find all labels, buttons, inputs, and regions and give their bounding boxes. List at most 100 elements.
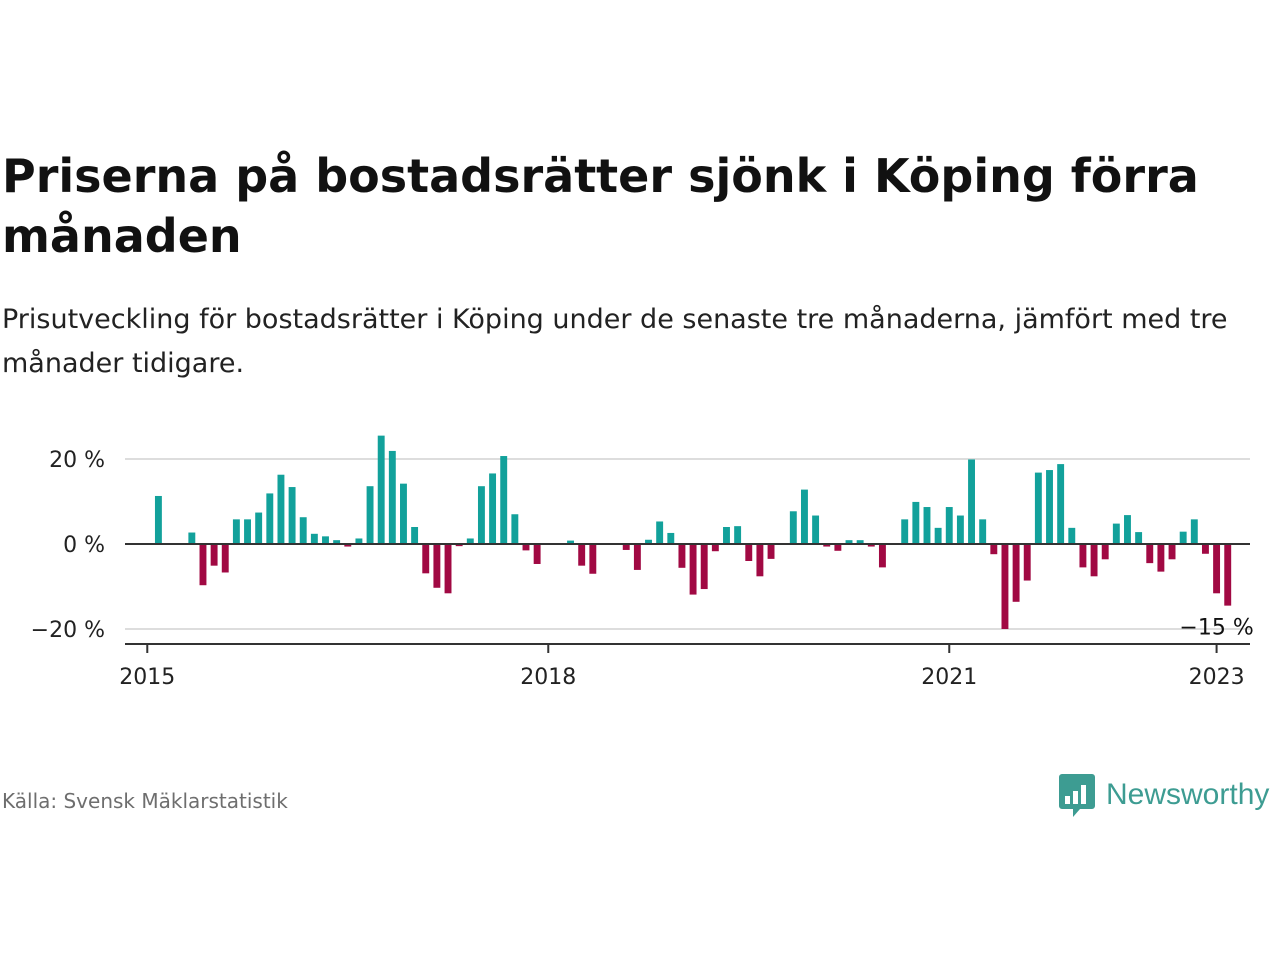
bar	[466, 538, 474, 544]
bar	[232, 519, 240, 544]
bar	[288, 487, 296, 544]
bar	[968, 459, 975, 544]
x-tick-label: 2015	[119, 665, 175, 690]
bar	[823, 544, 831, 547]
bar	[1034, 472, 1042, 544]
bar	[633, 544, 641, 570]
bar	[255, 512, 263, 544]
bar	[990, 544, 998, 555]
bar	[700, 544, 708, 590]
bar	[723, 527, 730, 544]
bar	[711, 544, 719, 552]
x-tick-label: 2021	[921, 665, 977, 690]
x-tick-label: 2018	[520, 665, 576, 690]
y-tick-label: 20 %	[49, 448, 105, 473]
bar	[789, 511, 797, 545]
bar	[567, 540, 574, 544]
bar	[244, 519, 251, 544]
bar	[834, 544, 842, 551]
x-tick-label: 2023	[1189, 665, 1245, 690]
bar	[667, 532, 675, 544]
bar	[622, 544, 630, 550]
bar	[266, 493, 274, 544]
bar	[310, 533, 318, 544]
bar	[1012, 544, 1020, 602]
bar	[878, 544, 886, 568]
bar	[400, 483, 407, 544]
bar	[645, 539, 652, 544]
bar	[333, 540, 341, 544]
bar	[1224, 544, 1232, 606]
bar	[1168, 544, 1176, 560]
bar	[199, 544, 207, 586]
bar	[322, 536, 329, 544]
bar	[344, 544, 352, 547]
bar	[433, 544, 441, 588]
bar	[477, 486, 485, 544]
bar	[923, 507, 931, 544]
bar	[455, 544, 463, 547]
bar	[956, 515, 964, 545]
brand-name: Newsworthy	[1106, 778, 1270, 811]
bar	[1146, 544, 1154, 564]
bar	[533, 544, 541, 564]
y-tick-label: 0 %	[63, 533, 105, 558]
bar	[578, 544, 586, 566]
bar	[500, 456, 508, 544]
bar	[1023, 544, 1031, 581]
bar	[1057, 464, 1065, 544]
bar	[867, 544, 875, 547]
bar	[355, 538, 363, 544]
y-tick-label: −20 %	[31, 618, 105, 643]
bar	[979, 519, 987, 544]
bar	[801, 489, 808, 544]
bar	[901, 519, 909, 544]
bar	[444, 544, 452, 594]
bar	[812, 515, 820, 545]
source-note: Källa: Svensk Mäklarstatistik	[2, 789, 288, 813]
bar	[1068, 527, 1076, 544]
bar	[411, 527, 419, 544]
bar	[154, 495, 162, 544]
bar	[678, 544, 686, 568]
annotations: −15 %	[1179, 616, 1253, 641]
gridlines	[125, 458, 1250, 630]
bar	[221, 544, 229, 573]
bar	[1079, 544, 1087, 568]
bar	[366, 486, 374, 544]
bar	[1001, 544, 1009, 629]
bar	[767, 544, 775, 559]
bar	[1190, 519, 1198, 544]
chart-title: Priserna på bostadsrätter sjönk i Köping…	[2, 149, 1199, 263]
bar	[489, 473, 497, 544]
bar	[856, 540, 864, 544]
bar	[1201, 544, 1209, 554]
bar	[745, 544, 753, 561]
bar	[589, 544, 597, 574]
bar	[1101, 544, 1109, 560]
bar	[511, 514, 519, 544]
bar	[377, 435, 385, 545]
bar-chart: 20 % 0 % −20 % 2015 2018 2021 2023 −15 %	[31, 435, 1254, 690]
chart-subtitle: Prisutveckling för bostadsrätter i Köpin…	[2, 304, 1228, 379]
axes: 20 % 0 % −20 % 2015 2018 2021 2023	[31, 448, 1250, 690]
brand-logo: Newsworthy	[1058, 772, 1269, 818]
bar	[934, 527, 942, 544]
bar	[299, 517, 307, 544]
bar	[656, 521, 664, 544]
latest-value-label: −15 %	[1179, 616, 1253, 641]
bar	[522, 544, 530, 551]
bar	[945, 507, 953, 544]
bar	[277, 474, 285, 544]
bar	[912, 501, 920, 544]
bars	[154, 435, 1232, 629]
bar	[1090, 544, 1098, 577]
bar	[734, 526, 742, 544]
bar	[422, 544, 430, 574]
bar	[188, 532, 196, 545]
bar	[689, 544, 697, 595]
bar	[210, 544, 218, 566]
bar	[388, 450, 396, 544]
bar	[1046, 470, 1053, 544]
bar	[1213, 544, 1221, 594]
